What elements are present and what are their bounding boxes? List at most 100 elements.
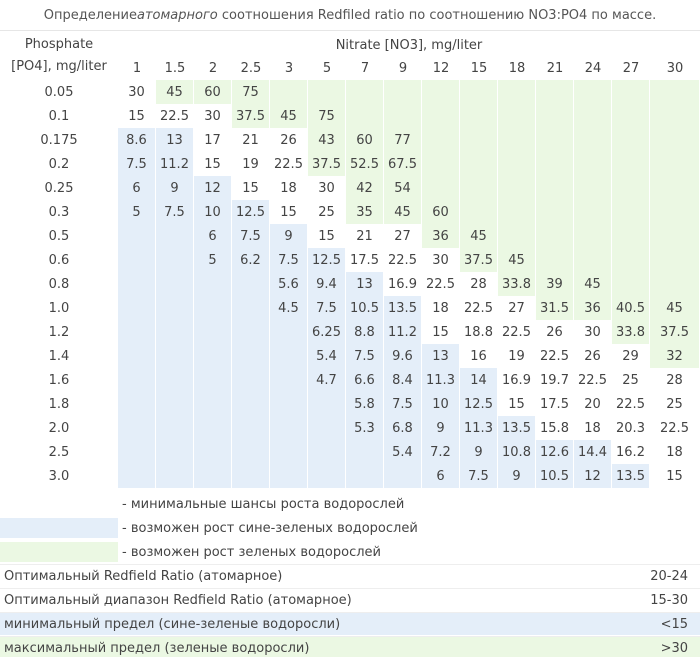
summary-label: максимальный предел (зеленые водоросли) (4, 640, 310, 656)
cell: 13.5 (498, 416, 536, 440)
empty-cell (536, 224, 574, 248)
empty-cell (498, 176, 536, 200)
cell: 17.5 (536, 392, 574, 416)
cell: 8.6 (118, 128, 156, 152)
nitrate-header: Nitrate [NO3], mg/liter (335, 37, 483, 53)
phosphate-label: 0.1 (48, 108, 70, 124)
cell: 45 (574, 272, 612, 296)
cell: 9 (270, 224, 308, 248)
column-header: 2.5 (240, 60, 262, 76)
legend-text: - минимальные шансы роста водорослей (122, 496, 405, 512)
cell: 7.5 (460, 464, 498, 488)
cell: 6 (422, 464, 460, 488)
empty-cell (574, 176, 612, 200)
cell: 19 (232, 152, 270, 176)
empty-cell (650, 80, 700, 104)
empty-cell (156, 296, 194, 320)
empty-cell (612, 152, 650, 176)
phosphate-label: 0.2 (48, 156, 70, 172)
empty-cell (194, 464, 232, 488)
empty-cell (612, 200, 650, 224)
title-italic: атомарного (137, 7, 218, 23)
cell: 7.5 (118, 152, 156, 176)
empty-cell (612, 248, 650, 272)
empty-cell (346, 104, 384, 128)
empty-cell (156, 320, 194, 344)
cell: 5 (118, 200, 156, 224)
cell: 12.6 (536, 440, 574, 464)
empty-cell (498, 104, 536, 128)
cell: 9 (460, 440, 498, 464)
cell: 13 (346, 272, 384, 296)
cell: 13.5 (612, 464, 650, 488)
cell: 12.5 (232, 200, 270, 224)
cell: 27 (384, 224, 422, 248)
column-header: 2 (208, 60, 218, 76)
phosphate-header: [PO4], mg/liter (11, 58, 107, 74)
cell: 21 (232, 128, 270, 152)
summary-row (0, 636, 700, 657)
legend-text: - возможен рост сине-зеленых водорослей (122, 520, 418, 536)
cell: 36 (422, 224, 460, 248)
cell: 16.2 (612, 440, 650, 464)
phosphate-label: 3.0 (48, 468, 70, 484)
empty-cell (308, 80, 346, 104)
empty-cell (612, 80, 650, 104)
phosphate-label: 0.6 (48, 252, 70, 268)
cell: 15 (232, 176, 270, 200)
cell: 6.25 (308, 320, 346, 344)
empty-cell (498, 224, 536, 248)
empty-cell (612, 104, 650, 128)
cell: 5.3 (346, 416, 384, 440)
empty-cell (384, 80, 422, 104)
cell: 30 (422, 248, 460, 272)
cell: 37.5 (232, 104, 270, 128)
cell: 16.9 (384, 272, 422, 296)
empty-cell (536, 128, 574, 152)
cell: 10 (194, 200, 232, 224)
cell: 37.5 (308, 152, 346, 176)
empty-cell (270, 440, 308, 464)
cell: 22.5 (536, 344, 574, 368)
column-header: 27 (622, 60, 640, 76)
cell: 15 (650, 464, 700, 488)
summary-row (0, 588, 700, 611)
cell: 28 (460, 272, 498, 296)
empty-cell (156, 248, 194, 272)
phosphate-label: 1.2 (48, 324, 70, 340)
cell: 20 (574, 392, 612, 416)
cell: 9 (498, 464, 536, 488)
cell: 12.5 (308, 248, 346, 272)
cell: 22.5 (650, 416, 700, 440)
empty-cell (422, 104, 460, 128)
empty-cell (194, 272, 232, 296)
cell: 75 (308, 104, 346, 128)
cell: 33.8 (498, 272, 536, 296)
cell: 13.5 (384, 296, 422, 320)
cell: 12.5 (460, 392, 498, 416)
empty-cell (232, 392, 270, 416)
cell: 7.5 (232, 224, 270, 248)
phosphate-label: 0.5 (48, 228, 70, 244)
cell: 45 (650, 296, 700, 320)
cell: 31.5 (536, 296, 574, 320)
column-header: 18 (508, 60, 526, 76)
summary-value: >30 (660, 640, 688, 656)
empty-cell (422, 176, 460, 200)
cell: 18 (270, 176, 308, 200)
cell: 18 (422, 296, 460, 320)
cell: 22.5 (156, 104, 194, 128)
empty-cell (232, 464, 270, 488)
summary-label: Оптимальный Redfield Ratio (атомарное) (4, 568, 283, 584)
cell: 45 (156, 80, 194, 104)
cell: 26 (270, 128, 308, 152)
cell: 12 (574, 464, 612, 488)
cell: 25 (650, 392, 700, 416)
summary-label: Оптимальный диапазон Redfield Ratio (ато… (4, 592, 352, 608)
cell: 5.8 (346, 392, 384, 416)
empty-cell (156, 464, 194, 488)
empty-cell (118, 392, 156, 416)
cell: 18 (574, 416, 612, 440)
cell: 32 (650, 344, 700, 368)
empty-cell (270, 80, 308, 104)
